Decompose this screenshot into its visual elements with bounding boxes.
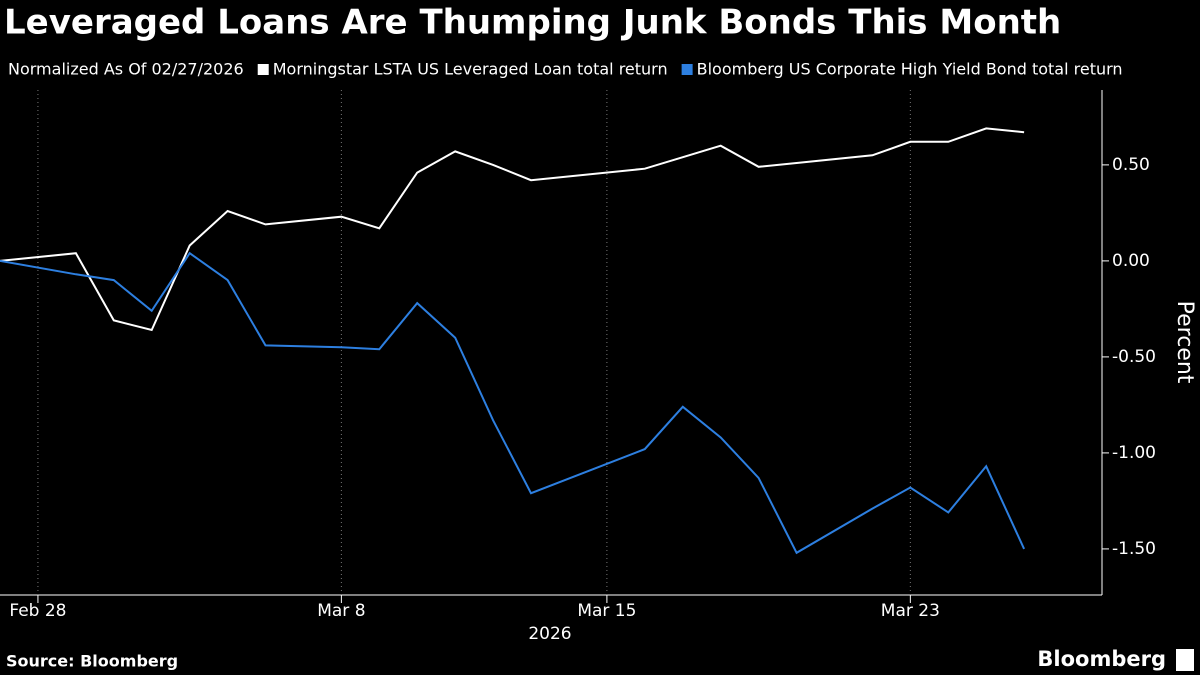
legend-label: Morningstar LSTA US Leveraged Loan total… [273, 60, 668, 79]
x-tick-label: Mar 15 [577, 601, 636, 621]
y-tick-label: -0.50 [1112, 347, 1156, 367]
series-line [0, 127, 1025, 332]
y-tick-label: 0.00 [1112, 251, 1150, 271]
legend-swatch [257, 64, 269, 75]
y-axis-label: Percent [1172, 301, 1197, 384]
x-tick-label: Mar 8 [317, 601, 365, 621]
y-tick-label: -1.00 [1112, 443, 1156, 463]
legend-swatch [681, 64, 693, 75]
y-tick-label: 0.50 [1112, 155, 1150, 175]
source: Source: Bloomberg [6, 652, 178, 671]
legend: Morningstar LSTA US Leveraged Loan total… [257, 60, 1123, 79]
brand-icon [1176, 649, 1194, 671]
y-tick-label: -1.50 [1112, 539, 1156, 559]
chart-title: Leveraged Loans Are Thumping Junk Bonds … [4, 3, 1061, 43]
series-line [0, 251, 1026, 555]
x-tick-label: Mar 23 [881, 601, 940, 621]
x-tick-label: Feb 28 [9, 601, 66, 621]
brand: Bloomberg [1037, 647, 1166, 671]
x-axis-label: 2026 [528, 624, 571, 644]
subtitle: Normalized As Of 02/27/2026 [8, 60, 244, 79]
legend-label: Bloomberg US Corporate High Yield Bond t… [697, 60, 1123, 79]
